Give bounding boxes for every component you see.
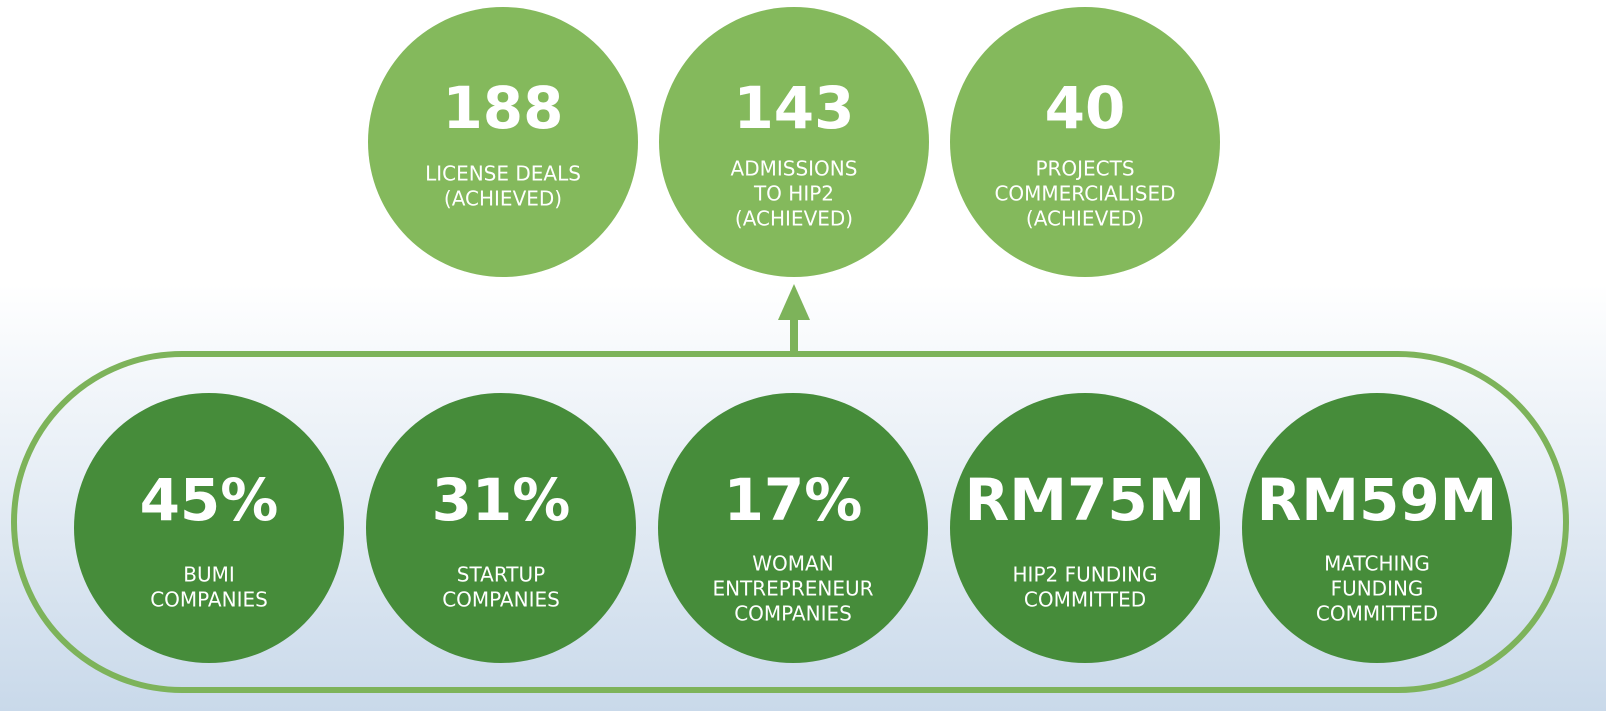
metric-label: COMMITTED (1024, 588, 1146, 612)
metric-circle (658, 393, 928, 663)
group-frame (11, 351, 1569, 693)
metric-label: COMPANIES (734, 602, 852, 626)
metric-value: 143 (733, 74, 854, 142)
metric-circle (366, 393, 636, 663)
metric-label: ENTREPRENEUR (712, 577, 873, 601)
metric-label: TO HIP2 (753, 182, 834, 206)
metric-circle (950, 7, 1220, 277)
metric-value: 17% (724, 466, 863, 534)
metric-value: 31% (432, 466, 571, 534)
metric-circle (368, 7, 638, 277)
metric-label: COMPANIES (150, 588, 268, 612)
metric-label: HIP2 FUNDING (1013, 563, 1158, 587)
metric-label: BUMI (183, 563, 235, 587)
metric-label: WOMAN (752, 552, 833, 576)
metric-value: RM59M (1257, 466, 1498, 534)
metric-value: 188 (442, 74, 563, 142)
metric-circle (950, 393, 1220, 663)
metric-label: (ACHIEVED) (1026, 207, 1144, 231)
metric-value: RM75M (965, 466, 1206, 534)
metric-value: 40 (1045, 74, 1126, 142)
metric-label: (ACHIEVED) (444, 187, 562, 211)
metric-label: PROJECTS (1035, 157, 1134, 181)
metric-label: LICENSE DEALS (425, 162, 581, 186)
metric-label: COMMERCIALISED (994, 182, 1175, 206)
metric-circle (659, 7, 929, 277)
metric-circle (74, 393, 344, 663)
metric-label: (ACHIEVED) (735, 207, 853, 231)
metric-label: FUNDING (1331, 577, 1424, 601)
metric-label: COMMITTED (1316, 602, 1438, 626)
metric-value: 45% (140, 466, 279, 534)
metric-label: ADMISSIONS (731, 157, 858, 181)
metric-circle (1242, 393, 1512, 663)
metric-label: COMPANIES (442, 588, 560, 612)
metric-label: STARTUP (457, 563, 545, 587)
metric-label: MATCHING (1324, 552, 1430, 576)
arrow-head (778, 284, 810, 320)
